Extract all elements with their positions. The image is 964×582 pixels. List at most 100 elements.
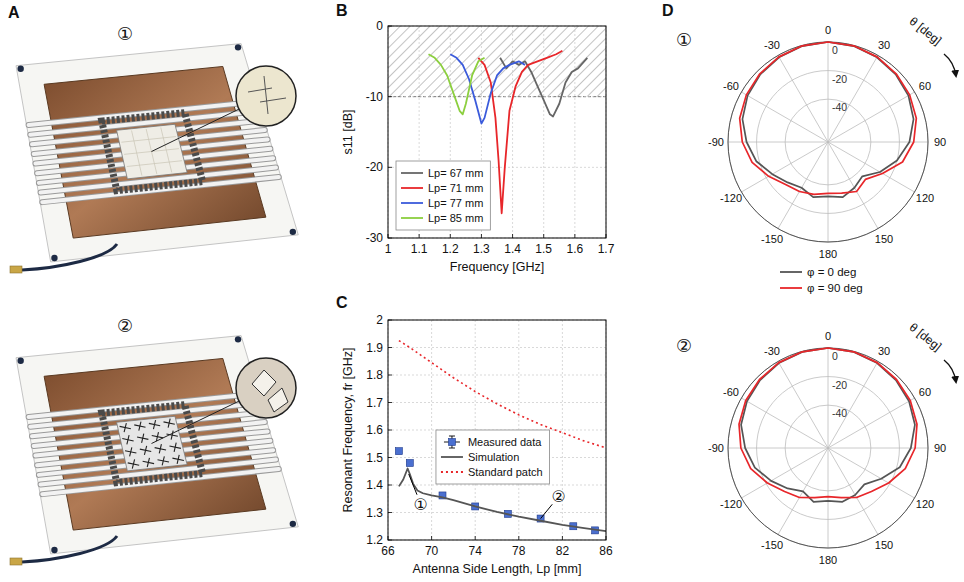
tick-label: 1.3 (366, 506, 383, 520)
tick-mark (574, 234, 575, 238)
tick-label: 150 (875, 539, 893, 551)
radial-tick-label: -40 (832, 407, 847, 419)
legend-label: Measured data (468, 436, 542, 448)
zoom-circle (236, 358, 296, 418)
legend-label: φ = 0 deg (807, 266, 856, 278)
tick-mark (388, 375, 392, 376)
legend: Measured dataSimulationStandard patch (436, 430, 550, 484)
legend-symbol (444, 436, 460, 448)
legend-symbol (448, 439, 455, 446)
legend-symbol (401, 172, 423, 174)
tick-label: 2 (376, 313, 383, 327)
slit (130, 447, 132, 456)
tick-label: 150 (875, 233, 893, 245)
grid-spoke (828, 55, 878, 142)
radial-tick-label: 0 (832, 350, 838, 362)
tick-mark (388, 430, 392, 431)
tick-label: 30 (878, 39, 890, 51)
zoom-leader (152, 109, 240, 151)
tick-label: -60 (723, 80, 739, 92)
connector (10, 558, 22, 565)
photo-label: ② (117, 315, 133, 336)
grid-spoke (728, 448, 828, 449)
threshold-line (388, 96, 606, 97)
cable (22, 244, 117, 270)
panel-letter: B (336, 2, 348, 19)
grid-ring (728, 42, 928, 242)
radial-tick-label: -40 (832, 101, 847, 113)
tick-mark (388, 167, 392, 168)
tick-label: 60 (919, 80, 931, 92)
tick-mark (388, 457, 392, 458)
grid-spoke (828, 142, 829, 242)
axis-title: s11 [dB] (341, 110, 355, 155)
slit (142, 434, 144, 443)
pin (17, 358, 23, 364)
subplot-label: ② (676, 335, 692, 356)
hatched-region (388, 26, 606, 97)
axis-title: Frequency [GHz] (450, 260, 544, 274)
slit (171, 431, 173, 440)
tick-label: 1.2 (442, 242, 459, 256)
tick-label: 1.6 (567, 242, 584, 256)
tick-label: 78 (512, 544, 526, 558)
tick-mark (388, 96, 392, 97)
grid-line (562, 320, 563, 540)
polar-chart-3: -150-120-90-60-300306090120150180-40-200… (676, 320, 956, 566)
device-illustration (10, 44, 298, 273)
grid-spoke (828, 42, 829, 142)
slit (127, 435, 129, 444)
tick-label: 1 (385, 242, 392, 256)
grid-spoke (828, 448, 829, 548)
legend-symbol (441, 456, 463, 458)
grid-spoke (828, 398, 915, 448)
grid-spoke (778, 55, 828, 142)
tick-label: 1.2 (366, 533, 383, 547)
grid-line (388, 347, 606, 348)
polar-frame (728, 42, 928, 242)
legend-symbol (401, 217, 423, 219)
tick-label: 60 (919, 386, 931, 398)
tick-label: 0 (376, 19, 383, 33)
legend-label: Lp= 67 mm (428, 167, 483, 179)
grid-spoke (828, 142, 878, 229)
tick-mark (388, 485, 392, 486)
tick-label: 1.6 (366, 423, 383, 437)
plot-area (388, 26, 606, 238)
tick-label: 120 (916, 498, 934, 510)
grid-spoke (778, 361, 828, 448)
pattern-curve (740, 42, 917, 194)
pin (51, 547, 57, 553)
polar-area (728, 348, 928, 548)
grid-spoke (828, 348, 829, 448)
tick-label: 70 (425, 544, 439, 558)
zoom-detail (268, 388, 288, 412)
polar-frame (728, 348, 928, 548)
tick-label: -30 (764, 345, 780, 357)
grid-spoke (828, 361, 878, 448)
rod-outline (42, 177, 278, 202)
grid-spoke (741, 92, 828, 142)
tick-label: 30 (878, 345, 890, 357)
legend-box (396, 161, 490, 230)
pin (290, 229, 296, 235)
grid-spoke (828, 448, 915, 498)
slit (161, 128, 172, 173)
panel-letter: D (662, 2, 674, 19)
pattern-curve (741, 348, 915, 502)
subplot-label: ① (676, 29, 692, 50)
legend: Lp= 67 mmLp= 71 mmLp= 77 mmLp= 85 mm (396, 161, 490, 230)
tick-label: 1.4 (504, 242, 521, 256)
data-group (428, 51, 587, 214)
legend-symbol (401, 202, 423, 204)
theta-arrow (944, 360, 956, 382)
pattern-curve (739, 348, 917, 498)
grid-spoke (828, 448, 928, 449)
slit (174, 443, 176, 452)
radial-tick-label: -20 (832, 379, 847, 391)
axis-title: θ [deg] (907, 14, 945, 48)
pin (51, 255, 57, 261)
zoom-circle (236, 66, 296, 126)
grid-line (431, 320, 432, 540)
grid-spoke (741, 448, 828, 498)
